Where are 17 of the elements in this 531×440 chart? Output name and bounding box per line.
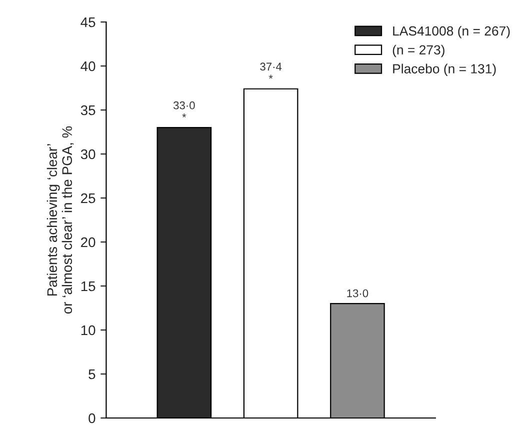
y-tick-label: 30: [80, 149, 96, 160]
data-label: 33·0 *: [173, 101, 195, 118]
y-tick-label: 5: [88, 369, 96, 380]
legend-label: Placebo (n = 131): [393, 64, 496, 76]
legend-label: LAS41008 (n = 267): [393, 26, 510, 38]
y-tick-label: 20: [81, 237, 96, 248]
legend-label: (n = 273): [392, 44, 444, 58]
y-tick-label: 0: [88, 413, 96, 424]
y-axis-title: Patients achieving ‘clear’ or ‘almost clear’ in the PGA, %: [46, 126, 74, 314]
y-tick-label: 15: [81, 281, 96, 292]
y-tick-label: 40: [80, 61, 96, 72]
y-tick-label: 35: [80, 105, 96, 116]
y-tick-label: 25: [81, 193, 96, 204]
data-label: 13·0: [347, 289, 368, 298]
y-tick-label: 45: [80, 17, 96, 28]
y-tick-label: 10: [81, 325, 96, 336]
data-label: 37·4 *: [260, 62, 282, 79]
